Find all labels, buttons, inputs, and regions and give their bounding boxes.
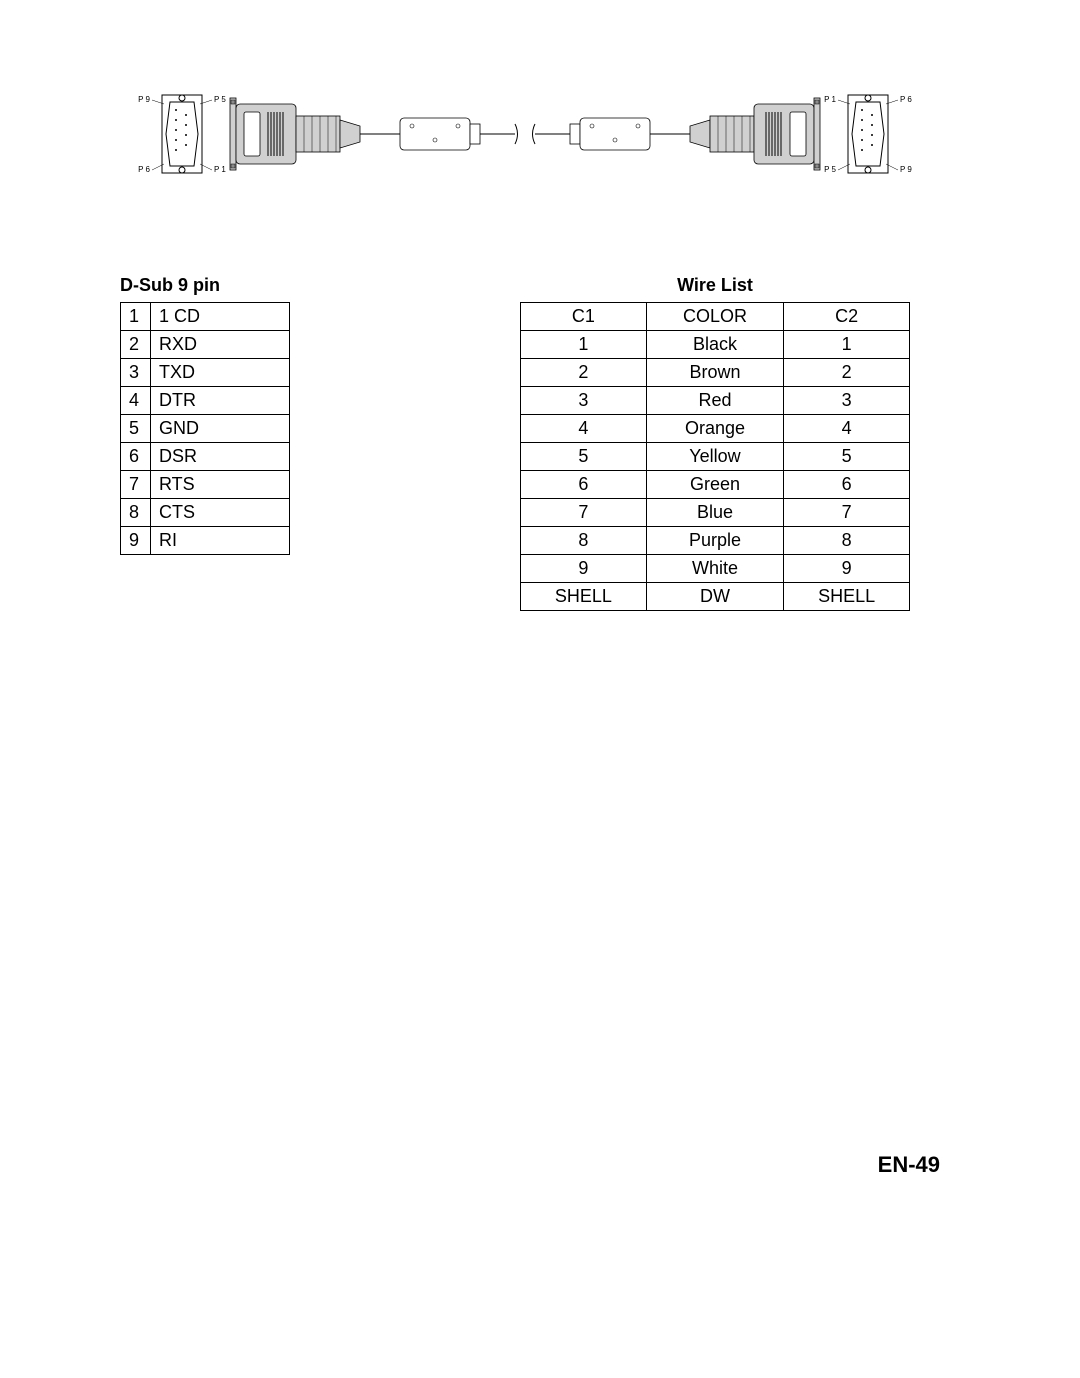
table-row: 2RXD (121, 331, 290, 359)
pin-signal: RXD (151, 331, 290, 359)
connector-right (690, 98, 820, 170)
pin-signal: GND (151, 415, 290, 443)
pin-label: P 1 (824, 95, 836, 104)
table-row: 4Orange4 (521, 415, 910, 443)
pin-label: P 6 (900, 95, 912, 104)
ferrite-right (570, 118, 650, 150)
wire-table-body: 1Black12Brown23Red34Orange45Yellow56Gree… (521, 331, 910, 611)
table-row: SHELLDWSHELL (521, 583, 910, 611)
wire-cell-color: DW (646, 583, 784, 611)
pin-number: 9 (121, 527, 151, 555)
wire-cell-c2: 1 (784, 331, 910, 359)
wire-cell-color: Brown (646, 359, 784, 387)
wire-cell-c1: 9 (521, 555, 647, 583)
wire-table-section: Wire List C1 COLOR C2 1Black12Brown23Red… (520, 275, 910, 611)
table-row: 3TXD (121, 359, 290, 387)
wire-cell-color: Black (646, 331, 784, 359)
db9-face-right: P 1 P 6 P 5 P 9 (824, 95, 912, 174)
cable-diagram: P 9 P 5 P 6 P 1 (120, 90, 940, 180)
wire-cell-c1: 5 (521, 443, 647, 471)
wire-cell-color: Red (646, 387, 784, 415)
table-row: 6Green6 (521, 471, 910, 499)
page-number: EN-49 (878, 1152, 940, 1178)
pin-number: 7 (121, 471, 151, 499)
wire-cell-c1: SHELL (521, 583, 647, 611)
tables-row: D-Sub 9 pin 11 CD2RXD3TXD4DTR5GND6DSR7RT… (120, 275, 960, 611)
pin-number: 4 (121, 387, 151, 415)
wire-cell-color: Purple (646, 527, 784, 555)
pin-number: 5 (121, 415, 151, 443)
table-row: 4DTR (121, 387, 290, 415)
pin-number: 3 (121, 359, 151, 387)
pin-signal: TXD (151, 359, 290, 387)
pin-number: 2 (121, 331, 151, 359)
header-color: COLOR (646, 303, 784, 331)
connector-left (230, 98, 360, 170)
pin-number: 8 (121, 499, 151, 527)
pin-number: 1 (121, 303, 151, 331)
table-row: 5Yellow5 (521, 443, 910, 471)
wire-cell-color: Orange (646, 415, 784, 443)
wire-cell-c2: 2 (784, 359, 910, 387)
pin-label: P 5 (214, 95, 226, 104)
wire-cell-c2: 6 (784, 471, 910, 499)
wire-cell-c2: 7 (784, 499, 910, 527)
pin-signal: 1 CD (151, 303, 290, 331)
table-row: 3Red3 (521, 387, 910, 415)
wire-cell-color: White (646, 555, 784, 583)
table-row: 7Blue7 (521, 499, 910, 527)
wire-cell-c2: 5 (784, 443, 910, 471)
pin-label: P 1 (214, 165, 226, 174)
table-row: 6DSR (121, 443, 290, 471)
pin-signal: RTS (151, 471, 290, 499)
table-row: 8Purple8 (521, 527, 910, 555)
pin-number: 6 (121, 443, 151, 471)
wire-cell-c1: 7 (521, 499, 647, 527)
wire-cell-c1: 3 (521, 387, 647, 415)
header-c1: C1 (521, 303, 647, 331)
wire-cell-color: Yellow (646, 443, 784, 471)
pin-table-section: D-Sub 9 pin 11 CD2RXD3TXD4DTR5GND6DSR7RT… (120, 275, 290, 611)
pin-table-title: D-Sub 9 pin (120, 275, 290, 296)
wire-cell-c1: 8 (521, 527, 647, 555)
wire-cell-c2: 9 (784, 555, 910, 583)
pin-signal: RI (151, 527, 290, 555)
wire-cell-c1: 6 (521, 471, 647, 499)
pin-label: P 9 (138, 95, 150, 104)
pin-label: P 9 (900, 165, 912, 174)
wire-cell-c2: 3 (784, 387, 910, 415)
wire-cell-c2: 4 (784, 415, 910, 443)
table-row: 7RTS (121, 471, 290, 499)
table-row: 11 CD (121, 303, 290, 331)
wire-cell-c2: 8 (784, 527, 910, 555)
pin-signal: DSR (151, 443, 290, 471)
pin-label: P 6 (138, 165, 150, 174)
page: P 9 P 5 P 6 P 1 (0, 0, 1080, 1378)
pin-table-body: 11 CD2RXD3TXD4DTR5GND6DSR7RTS8CTS9RI (121, 303, 290, 555)
ferrite-left (400, 118, 480, 150)
wire-cell-c1: 4 (521, 415, 647, 443)
wire-cell-c1: 2 (521, 359, 647, 387)
wire-cell-c2: SHELL (784, 583, 910, 611)
header-c2: C2 (784, 303, 910, 331)
table-row: 1Black1 (521, 331, 910, 359)
db9-face-left: P 9 P 5 P 6 P 1 (138, 95, 226, 174)
table-row: 9RI (121, 527, 290, 555)
table-row: 9White9 (521, 555, 910, 583)
wire-cell-c1: 1 (521, 331, 647, 359)
wire-table-title: Wire List (520, 275, 910, 296)
table-row: 8CTS (121, 499, 290, 527)
pin-label: P 5 (824, 165, 836, 174)
table-header-row: C1 COLOR C2 (521, 303, 910, 331)
pin-signal: DTR (151, 387, 290, 415)
wire-cell-color: Blue (646, 499, 784, 527)
wire-table: C1 COLOR C2 1Black12Brown23Red34Orange45… (520, 302, 910, 611)
pin-table: 11 CD2RXD3TXD4DTR5GND6DSR7RTS8CTS9RI (120, 302, 290, 555)
pin-signal: CTS (151, 499, 290, 527)
table-row: 5GND (121, 415, 290, 443)
table-row: 2Brown2 (521, 359, 910, 387)
wire-cell-color: Green (646, 471, 784, 499)
